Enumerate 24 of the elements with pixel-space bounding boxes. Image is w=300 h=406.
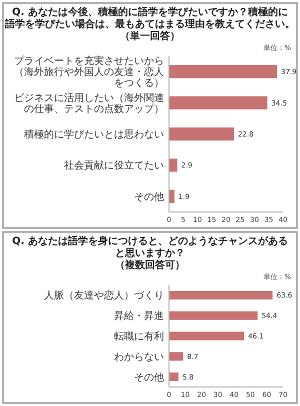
y-tick-label: その他	[134, 371, 164, 384]
bar	[169, 311, 258, 320]
y-tick-label: その他	[134, 190, 164, 203]
y-tick-label: 積極的に学びたいとは思わない	[24, 128, 164, 140]
chart-title: Q. あなたは今後、積極的に語学を学びたいですか？積極的に語学を学びたい場合は、最もあてはまる理由を教えてください。	[4, 6, 295, 30]
bar	[169, 190, 174, 203]
y-tick-label: ビジネスに活用したい（海外関連の仕事、テストの点数アップ）	[14, 92, 164, 115]
y-tick-label: 転職に有利	[114, 330, 164, 342]
bar	[169, 127, 234, 141]
bar	[169, 372, 178, 382]
bar	[169, 290, 273, 300]
y-tick-label: わからない	[114, 352, 164, 363]
y-tick-label: 社会貢献に役立てたい	[64, 160, 164, 172]
chart-subtitle: （複数回答可）	[115, 259, 185, 271]
bar	[169, 352, 184, 361]
y-tick-label: 昇給・昇進	[114, 310, 164, 322]
y-tick-label: 人脈（友達や恋人）づくり	[44, 290, 164, 302]
bar	[169, 158, 178, 172]
y-tick-label: プライベートを充実させたいから（海外旅行や外国人の友達・恋人をつくる）	[14, 55, 164, 90]
chart-subtitle: （単一回答）	[120, 30, 180, 42]
chart-title: Q. あなたは語学を身につけると、どのようなチャンスがあると思いますか？	[12, 235, 288, 259]
bar	[169, 96, 268, 110]
bar	[169, 65, 278, 78]
bar	[169, 332, 244, 340]
